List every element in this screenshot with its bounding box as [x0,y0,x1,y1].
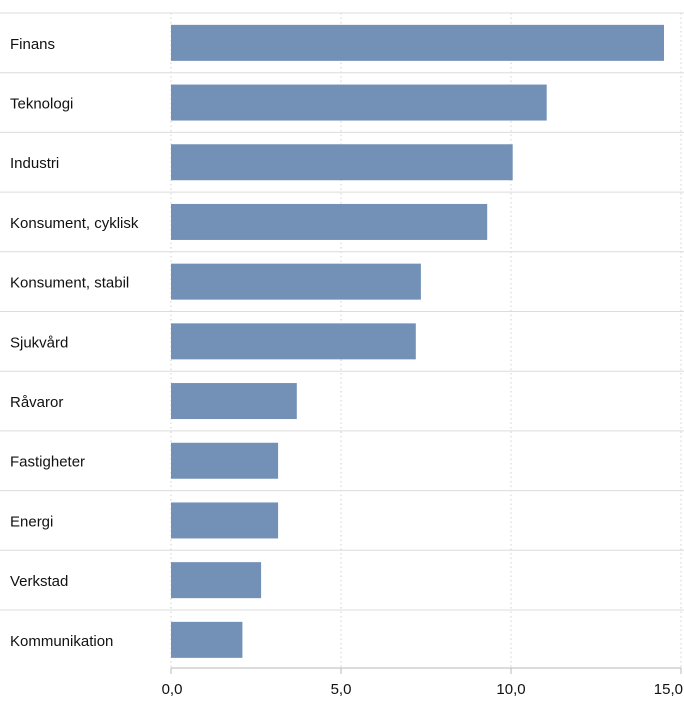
category-label-3: Konsument, cyklisk [10,215,139,232]
bar-layer [171,24,664,658]
x-axis: 0,0 5,0 10,0 15,0 [162,667,683,698]
bar-0 [171,24,664,61]
bar-6 [171,383,297,420]
bar-1 [171,84,547,121]
bar-8 [171,502,279,539]
category-label-10: Kommunikation [10,633,113,650]
category-label-8: Energi [10,513,53,530]
row-separators [0,12,684,611]
x-tick-label-1: 5,0 [331,681,352,698]
category-label-9: Verkstad [10,573,68,590]
category-label-1: Teknologi [10,96,73,113]
bar-3 [171,203,488,240]
grid-layer [170,13,682,668]
category-label-2: Industri [10,155,59,172]
category-label-5: Sjukvård [10,334,68,351]
bar-10 [171,621,243,658]
bar-9 [171,562,262,599]
category-label-6: Råvaror [10,394,63,411]
x-tick-label-2: 10,0 [496,681,525,698]
x-tick-label-3: 15,0 [654,681,683,698]
bar-4 [171,263,421,300]
category-labels: Finans Teknologi Industri Konsument, cyklis… [10,36,139,650]
bar-2 [171,144,513,181]
bar-7 [171,442,279,479]
bar-5 [171,323,416,360]
x-tick-label-0: 0,0 [162,681,183,698]
category-label-4: Konsument, stabil [10,275,129,292]
category-label-0: Finans [10,36,55,53]
category-label-7: Fastigheter [10,454,85,471]
